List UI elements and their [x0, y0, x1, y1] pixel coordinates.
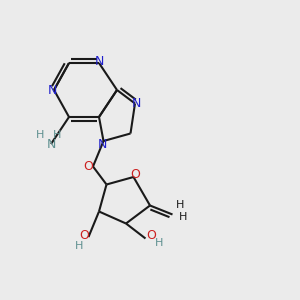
Text: N: N — [46, 137, 56, 151]
Text: O: O — [84, 160, 93, 173]
Text: O: O — [130, 167, 140, 181]
Text: N: N — [94, 55, 104, 68]
Text: N: N — [97, 137, 107, 151]
Text: N: N — [132, 97, 141, 110]
Text: O: O — [147, 229, 156, 242]
Text: O: O — [79, 229, 89, 242]
Text: H: H — [176, 200, 184, 211]
Text: H: H — [36, 130, 45, 140]
Text: H: H — [155, 238, 163, 248]
Text: H: H — [53, 130, 61, 140]
Text: H: H — [75, 241, 84, 251]
Text: H: H — [179, 212, 187, 223]
Text: N: N — [48, 83, 57, 97]
